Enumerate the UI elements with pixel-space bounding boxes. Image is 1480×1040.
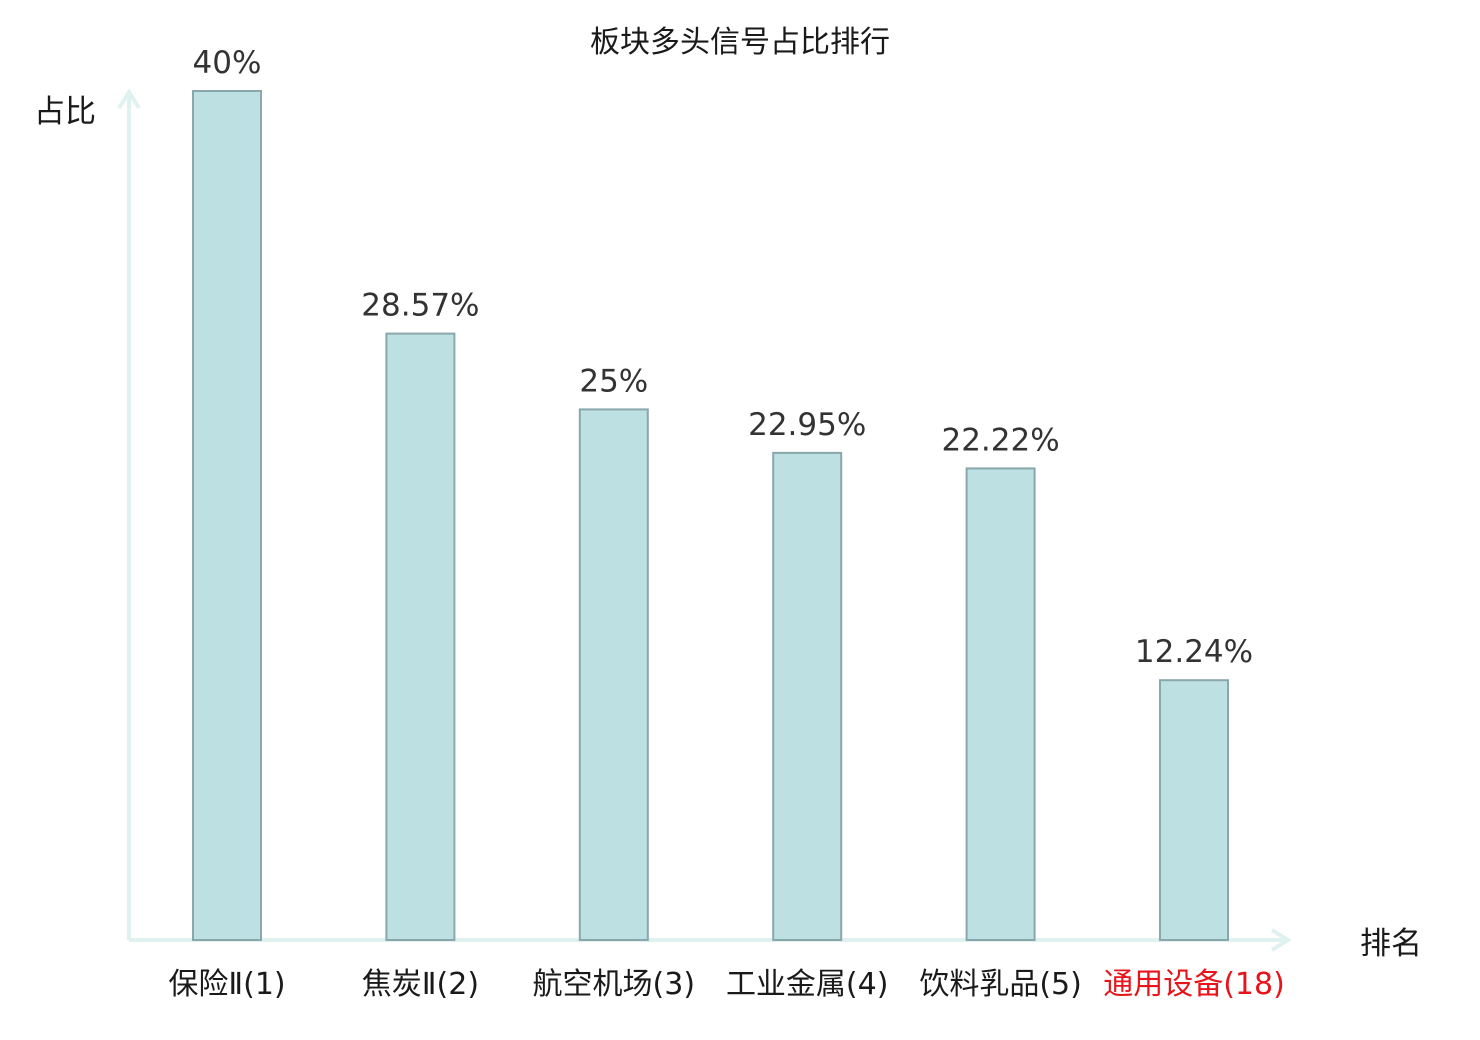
bar-value-label: 22.95%: [748, 407, 866, 443]
bar-value-label: 12.24%: [1135, 634, 1253, 670]
y-axis-label: 占比: [34, 94, 96, 130]
category-label: 焦炭Ⅱ(2): [362, 967, 479, 1002]
bar-value-label: 22.22%: [941, 422, 1059, 458]
category-label: 保险Ⅱ(1): [168, 967, 285, 1002]
y-axis-arrow: [117, 88, 141, 110]
category-label: 工业金属(4): [726, 967, 889, 1002]
category-label: 饮料乳品(5): [919, 967, 1082, 1002]
bar: [1159, 679, 1229, 941]
bar-value-label: 28.57%: [361, 288, 479, 324]
category-label: 航空机场(3): [533, 967, 696, 1002]
bar: [385, 332, 456, 942]
x-axis-label: 排名: [1360, 926, 1422, 962]
axes: [117, 88, 1292, 952]
bar-value-label: 25%: [579, 363, 648, 399]
x-axis-arrow: [1270, 928, 1292, 952]
category-label: 通用设备(18): [1103, 967, 1285, 1002]
bars-group: 40% 保险Ⅱ(1) 28.57% 焦炭Ⅱ(2) 25% 航空机场(3) 22.95% 工业金…: [168, 45, 1284, 1002]
bar-value-label: 40%: [193, 45, 262, 81]
bar: [965, 467, 1036, 941]
bar: [578, 408, 649, 941]
bar: [192, 90, 262, 941]
bar: [772, 451, 843, 941]
chart-title: 板块多头信号占比排行: [590, 25, 890, 60]
